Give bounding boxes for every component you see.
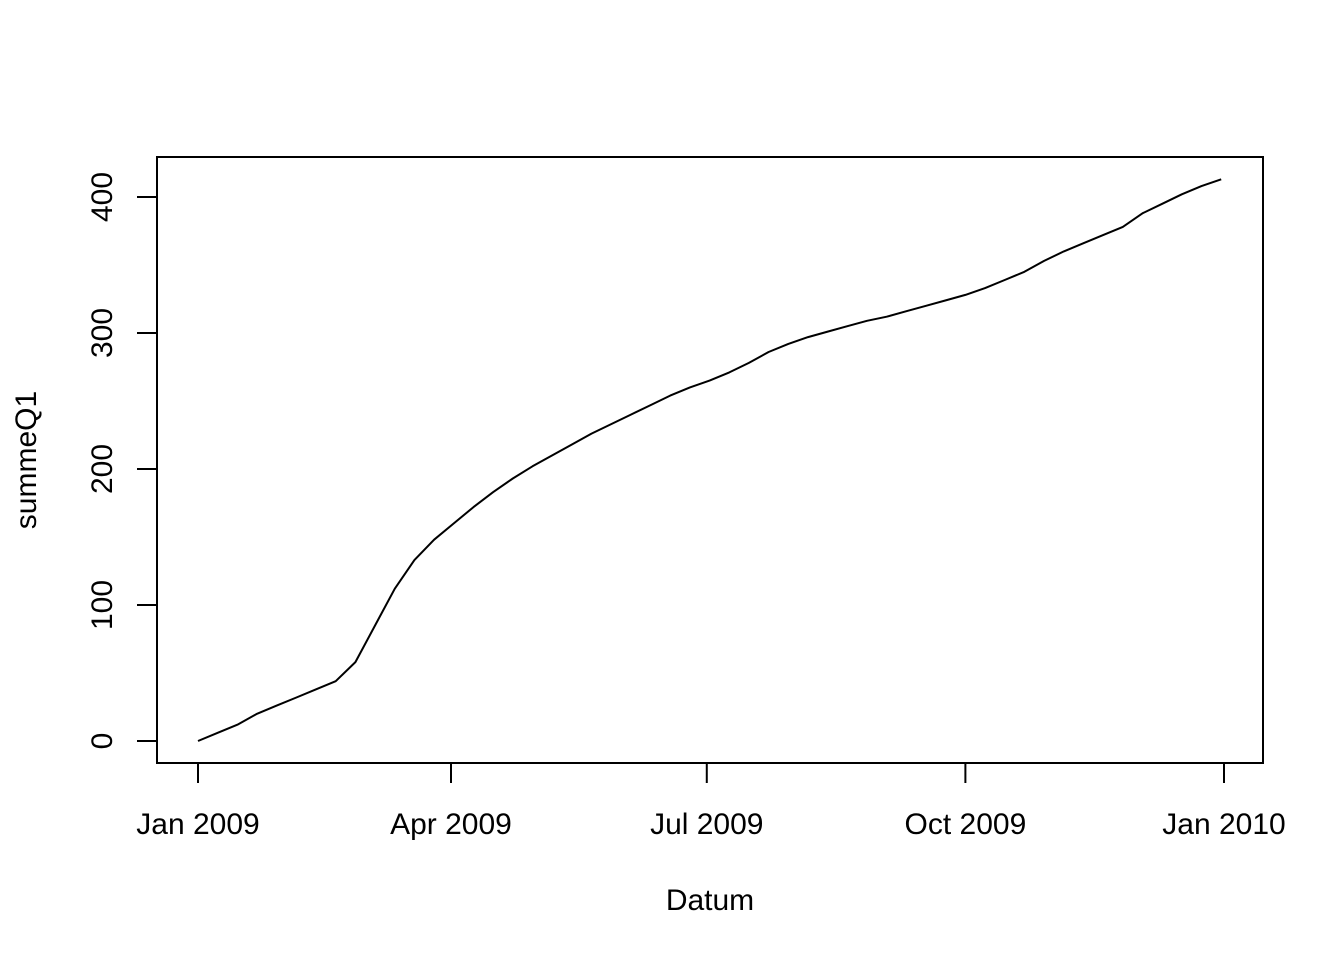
x-tick-label: Jan 2010 xyxy=(1162,808,1285,841)
y-tick-label: 100 xyxy=(86,580,119,630)
plot-frame xyxy=(156,156,1264,764)
series-line xyxy=(197,178,1222,742)
x-tick-label: Oct 2009 xyxy=(905,808,1027,841)
y-tick-label: 200 xyxy=(86,444,119,494)
series-layer xyxy=(197,178,1222,742)
y-axis-title: summeQ1 xyxy=(10,391,43,529)
y-tick-label: 400 xyxy=(86,172,119,222)
x-axis: Jan 2009 Apr 2009 Jul 2009 Oct 2009 Jan 2010 xyxy=(136,762,1286,841)
y-tick-label: 300 xyxy=(86,308,119,358)
x-tick-label: Jul 2009 xyxy=(650,808,763,841)
y-axis: 0 100 200 300 400 xyxy=(86,172,158,750)
x-tick-label: Apr 2009 xyxy=(390,808,512,841)
x-axis-title: Datum xyxy=(666,884,754,917)
x-tick-label: Jan 2009 xyxy=(136,808,259,841)
y-tick-label: 0 xyxy=(86,733,119,750)
